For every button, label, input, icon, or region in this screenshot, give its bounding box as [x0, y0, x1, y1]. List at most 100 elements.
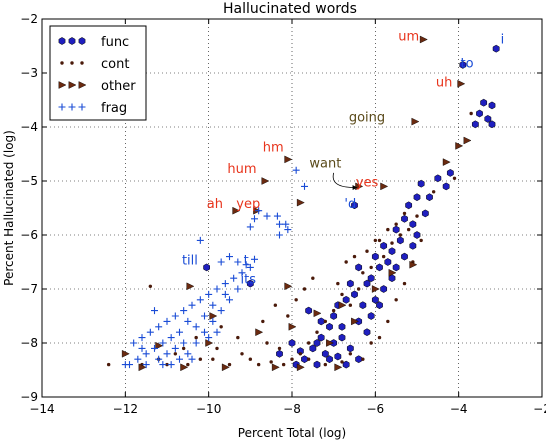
point-cont — [281, 362, 286, 367]
point-func — [484, 115, 492, 123]
point-cont — [361, 357, 365, 361]
point-frag — [292, 166, 300, 174]
annotation-label: yep — [236, 197, 260, 212]
point-frag — [246, 223, 254, 231]
point-frag — [217, 307, 225, 315]
y-tick-label: −3 — [20, 66, 38, 80]
point-cont — [273, 303, 278, 307]
point-frag — [188, 301, 196, 309]
point-cont — [336, 281, 340, 286]
point-other — [232, 206, 241, 215]
point-cont — [406, 227, 411, 232]
point-func — [492, 44, 500, 53]
point-cont — [419, 238, 423, 243]
point-func — [359, 301, 367, 310]
annotation-label: its — [241, 273, 257, 288]
y-tick-label: −7 — [20, 282, 38, 296]
point-frag — [276, 231, 283, 239]
y-tick-label: −9 — [20, 390, 38, 404]
point-cont — [311, 276, 315, 280]
point-frag — [151, 307, 158, 315]
point-cont — [452, 176, 457, 180]
point-cont — [306, 357, 311, 361]
legend-marker-cont — [60, 61, 64, 65]
point-other — [380, 182, 389, 191]
point-func — [380, 285, 388, 293]
point-func — [351, 290, 358, 299]
point-cont — [398, 233, 403, 237]
point-cont — [381, 254, 386, 259]
point-func — [203, 263, 210, 272]
point-other — [288, 322, 297, 331]
point-cont — [402, 211, 407, 216]
legend-box — [49, 25, 147, 121]
point-cont — [331, 308, 336, 313]
point-other — [121, 349, 130, 358]
point-frag — [301, 182, 308, 190]
x-tick-label: −10 — [196, 402, 221, 416]
point-other — [455, 142, 464, 150]
point-other — [409, 260, 418, 269]
legend-marker-func — [68, 37, 76, 45]
point-other — [457, 79, 466, 88]
point-cont — [261, 319, 265, 324]
point-func — [334, 352, 342, 361]
point-func — [355, 263, 363, 272]
point-func — [405, 201, 413, 210]
legend-marker-frag — [58, 103, 66, 111]
point-other — [334, 363, 343, 372]
point-func — [459, 61, 467, 69]
point-frag — [176, 355, 183, 363]
point-other — [284, 155, 293, 164]
point-frag — [226, 296, 233, 304]
point-cont — [369, 341, 373, 345]
point-cont — [165, 362, 169, 367]
point-func — [342, 295, 350, 304]
y-axis-label: Percent Hallucinated (log) — [2, 130, 16, 286]
point-func — [330, 312, 338, 320]
point-func — [309, 344, 317, 353]
point-cont — [377, 335, 382, 340]
point-func — [313, 360, 321, 369]
point-frag — [213, 328, 221, 336]
point-other — [351, 317, 359, 326]
point-func — [317, 333, 325, 342]
point-cont — [219, 325, 223, 329]
point-func — [276, 349, 283, 358]
point-frag — [273, 212, 281, 220]
legend-marker-frag — [78, 103, 86, 111]
x-tick-label: −6 — [366, 402, 384, 416]
point-other — [338, 301, 347, 310]
point-func — [417, 179, 425, 188]
point-cont — [394, 222, 398, 226]
point-other — [411, 117, 420, 126]
point-cont — [394, 298, 398, 302]
point-frag — [251, 215, 258, 223]
annotation-label: hum — [227, 162, 256, 177]
point-frag — [171, 344, 179, 352]
point-func — [338, 333, 346, 342]
point-frag — [196, 296, 204, 304]
point-frag — [242, 261, 250, 269]
point-func — [392, 225, 400, 234]
x-tick-label: −4 — [450, 402, 468, 416]
legend-marker-cont — [70, 61, 74, 65]
y-tick-label: −6 — [20, 228, 38, 242]
point-frag — [201, 328, 208, 336]
point-frag — [159, 361, 167, 369]
y-tick-label: −4 — [20, 120, 38, 134]
x-tick-label: −12 — [113, 402, 138, 416]
point-frag — [234, 258, 242, 266]
annotation-label: uh — [436, 76, 452, 91]
point-other — [138, 363, 147, 372]
point-frag — [184, 350, 192, 358]
point-func — [288, 339, 296, 347]
x-tick-label: −14 — [29, 402, 54, 416]
point-frag — [230, 274, 238, 282]
point-frag — [255, 207, 263, 215]
point-func — [246, 279, 254, 288]
point-cont — [227, 362, 232, 367]
point-frag — [192, 323, 200, 331]
point-func — [313, 339, 321, 347]
